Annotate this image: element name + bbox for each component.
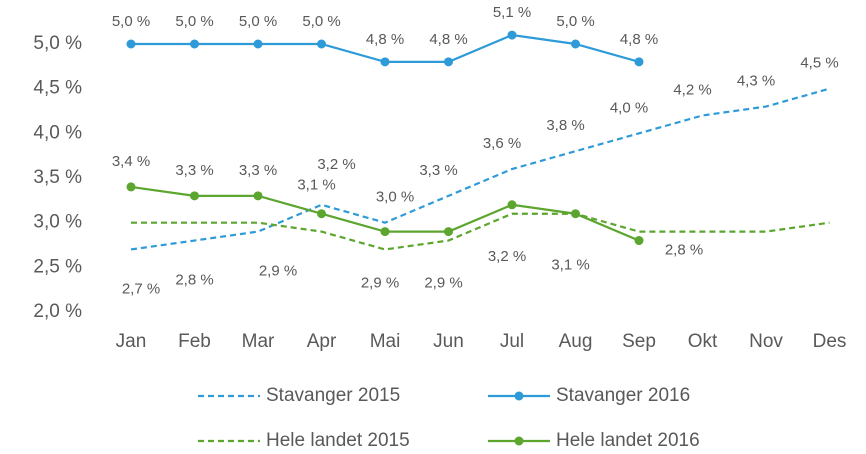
marker: [507, 200, 517, 210]
x-tick-label: Apr: [307, 331, 337, 352]
y-tick-label: 4,0 %: [33, 122, 82, 143]
y-tick-label: 3,0 %: [33, 212, 82, 233]
marker: [190, 39, 199, 49]
x-tick-label: Aug: [559, 331, 593, 352]
series-line: [130, 87, 830, 251]
legend-marker: [514, 436, 524, 446]
data-label: 4,8 %: [620, 31, 658, 48]
x-tick-label: Nov: [749, 331, 783, 352]
legend-label: Hele landet 2015: [266, 430, 410, 451]
x-tick-label: Feb: [178, 331, 211, 352]
legend-label: Hele landet 2016: [556, 430, 700, 451]
data-label: 3,0 %: [376, 189, 414, 206]
data-label: 2,9 %: [361, 275, 399, 292]
data-label: 5,0 %: [302, 13, 340, 30]
y-tick-label: 2,0 %: [33, 301, 82, 322]
data-label: 3,2 %: [488, 248, 526, 265]
data-label: 4,2 %: [673, 81, 711, 98]
data-label: 2,9 %: [259, 263, 297, 280]
data-label: 2,9 %: [424, 275, 462, 292]
marker: [126, 182, 136, 192]
x-tick-label: Jun: [433, 331, 464, 352]
data-label: 5,0 %: [239, 13, 277, 30]
data-label: 3,2 %: [317, 156, 355, 173]
legend-label: Stavanger 2015: [266, 385, 400, 406]
marker: [317, 209, 326, 219]
data-label: 3,1 %: [551, 257, 589, 274]
data-label: 4,3 %: [737, 73, 775, 90]
data-label: 5,0 %: [112, 13, 150, 30]
legend-label: Stavanger 2016: [556, 385, 690, 406]
x-tick-label: Des: [813, 331, 847, 352]
y-tick-label: 4,5 %: [33, 78, 82, 99]
marker: [634, 236, 644, 246]
data-label: 3,6 %: [483, 135, 521, 152]
marker: [317, 39, 326, 49]
marker: [380, 227, 390, 237]
data-label: 4,8 %: [429, 31, 467, 48]
data-label: 3,3 %: [239, 162, 277, 179]
x-tick-label: Jan: [116, 331, 147, 352]
y-tick-label: 3,5 %: [33, 167, 82, 188]
data-label: 2,8 %: [665, 242, 703, 259]
data-label: 3,1 %: [297, 177, 335, 194]
data-label: 3,3 %: [175, 162, 213, 179]
data-label: 3,8 %: [546, 117, 584, 134]
data-label: 3,4 %: [112, 153, 150, 170]
data-label: 4,8 %: [366, 31, 404, 48]
marker: [126, 39, 136, 49]
marker: [253, 39, 263, 49]
marker: [380, 57, 390, 67]
x-tick-label: Sep: [622, 331, 656, 352]
marker: [444, 227, 453, 237]
y-tick-label: 5,0 %: [33, 33, 82, 54]
data-label: 4,0 %: [610, 99, 648, 116]
x-tick-label: Jul: [500, 331, 524, 352]
marker: [190, 191, 199, 201]
x-tick-label: Mar: [242, 331, 275, 352]
marker: [571, 39, 580, 49]
marker: [444, 57, 453, 67]
data-label: 5,1 %: [493, 4, 531, 21]
y-tick-label: 2,5 %: [33, 256, 82, 277]
data-label: 5,0 %: [556, 13, 594, 30]
x-tick-label: Mai: [370, 331, 401, 352]
x-tick-label: Okt: [688, 331, 718, 352]
legend-marker: [514, 391, 524, 401]
data-label: 5,0 %: [175, 13, 213, 30]
data-label: 4,5 %: [800, 55, 838, 72]
marker: [507, 30, 517, 40]
series-line: [131, 212, 830, 251]
marker: [634, 57, 644, 67]
marker: [571, 209, 580, 219]
data-label: 2,7 %: [122, 280, 160, 297]
marker: [253, 191, 263, 201]
data-label: 2,8 %: [175, 272, 213, 289]
data-label: 3,3 %: [419, 162, 457, 179]
